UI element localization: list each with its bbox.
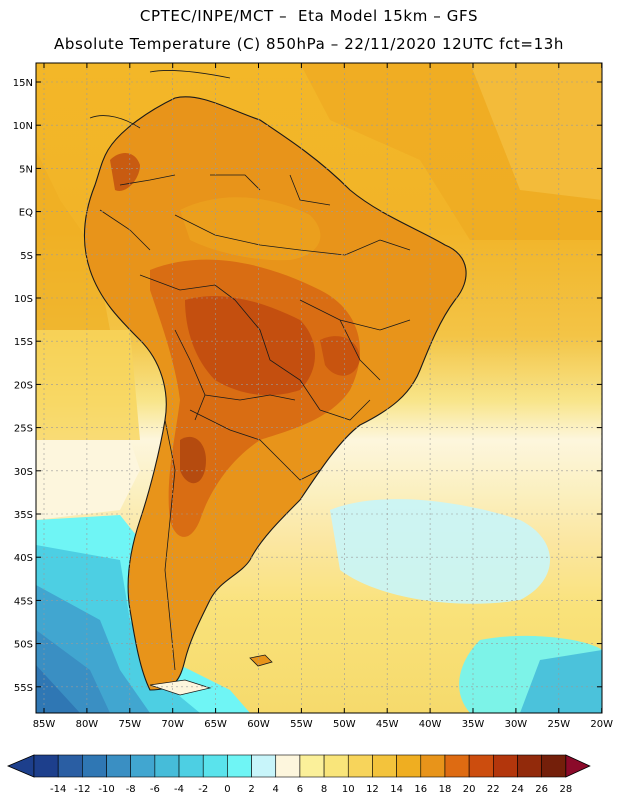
colorbar-label: -4 (174, 784, 184, 795)
lon-label: 20W (590, 719, 613, 730)
colorbar-label: 22 (487, 784, 500, 795)
lon-label: 30W (505, 719, 528, 730)
colorbar-swatch (227, 754, 252, 778)
colorbar-label: -6 (150, 784, 160, 795)
lat-label: 15S (14, 337, 33, 348)
colorbar-label: -2 (198, 784, 208, 795)
colorbar-label: 8 (321, 784, 327, 795)
lat-label: 20S (14, 380, 33, 391)
colorbar-swatch (517, 754, 542, 778)
map-frame (35, 62, 603, 714)
lon-label: 25W (547, 719, 570, 730)
colorbar-swatch (130, 754, 156, 778)
lat-label: EQ (19, 208, 33, 219)
lon-label: 50W (333, 719, 356, 730)
colorbar-swatch (202, 754, 228, 778)
colorbar-swatch (323, 754, 349, 778)
colorbar-label: 0 (224, 784, 230, 795)
lat-label: 15N (13, 78, 33, 89)
lat-label: 10S (14, 294, 33, 305)
colorbar-label: -12 (74, 784, 90, 795)
lat-label: 45S (14, 596, 33, 607)
country-borders (99, 174, 411, 671)
colorbar-label: 4 (273, 784, 279, 795)
colorbar-swatch (420, 754, 446, 778)
lat-label: 10N (13, 121, 33, 132)
chart-title-line2: Absolute Temperature (C) 850hPa – 22/11/… (54, 35, 564, 53)
colorbar-label: 16 (414, 784, 427, 795)
colorbar-swatch (275, 754, 301, 778)
chart-title-line1: CPTEC/INPE/MCT – Eta Model 15km – GFS (139, 7, 479, 25)
colorbar-swatch (468, 754, 494, 778)
lon-label: 35W (462, 719, 485, 730)
colorbar-label: 26 (535, 784, 548, 795)
colorbar-label: 2 (248, 784, 254, 795)
colorbar-label: 18 (439, 784, 452, 795)
colorbar-label: 24 (511, 784, 524, 795)
colorbar-swatch (347, 754, 373, 778)
lon-label: 70W (161, 719, 184, 730)
colorbar-swatch (541, 754, 567, 778)
colorbar-label: 20 (463, 784, 476, 795)
colorbar-swatch (178, 754, 204, 778)
lon-label: 55W (290, 719, 313, 730)
lon-label: 60W (247, 719, 270, 730)
lat-label: 30S (14, 467, 33, 478)
colorbar-swatch (299, 754, 325, 778)
lat-label: 5S (20, 251, 33, 262)
colorbar-label: -14 (50, 784, 66, 795)
lat-label: 55S (14, 683, 33, 694)
colorbar-swatch (154, 754, 180, 778)
colorbar-label: 10 (342, 784, 355, 795)
lon-label: 65W (204, 719, 227, 730)
colorbar-swatch (106, 754, 131, 778)
colorbar-label: -10 (98, 784, 114, 795)
lat-label: 25S (14, 424, 33, 435)
colorbar-swatch (57, 754, 83, 778)
lat-label: 35S (14, 510, 33, 521)
colorbar-label: -8 (126, 784, 136, 795)
colorbar-label: 14 (390, 784, 403, 795)
colorbar-arrow-left (6, 754, 35, 778)
lat-label: 50S (14, 640, 33, 651)
temperature-colorbar: -14 -12 -10 -8 -6 -4 -2 0 2 4 6 8 10 12 14 16 18 20 22 24 26… (6, 754, 591, 795)
colorbar-swatch (33, 754, 59, 778)
lat-label: 5N (19, 164, 33, 175)
colorbar-swatch (251, 754, 277, 778)
colorbar-swatch (82, 754, 107, 778)
lon-label: 80W (76, 719, 99, 730)
lon-label: 40W (419, 719, 442, 730)
lat-label: 40S (14, 553, 33, 564)
colorbar-swatch (444, 754, 470, 778)
temperature-field (36, 63, 602, 713)
lon-label: 75W (118, 719, 141, 730)
lon-label: 85W (33, 719, 56, 730)
colorbar-swatch (493, 754, 518, 778)
colorbar-arrow-right (565, 754, 591, 778)
colorbar-label: 6 (297, 784, 303, 795)
colorbar-label: 28 (559, 784, 572, 795)
lon-label: 45W (376, 719, 399, 730)
colorbar-label: 12 (366, 784, 379, 795)
axis-ticks: 15N 10N 5N EQ 5S 10S 15S 20S 25S 30S 35S 40S 45S 50S 5… (13, 63, 613, 730)
colorbar-swatch (396, 754, 422, 778)
colorbar-swatch (372, 754, 397, 778)
